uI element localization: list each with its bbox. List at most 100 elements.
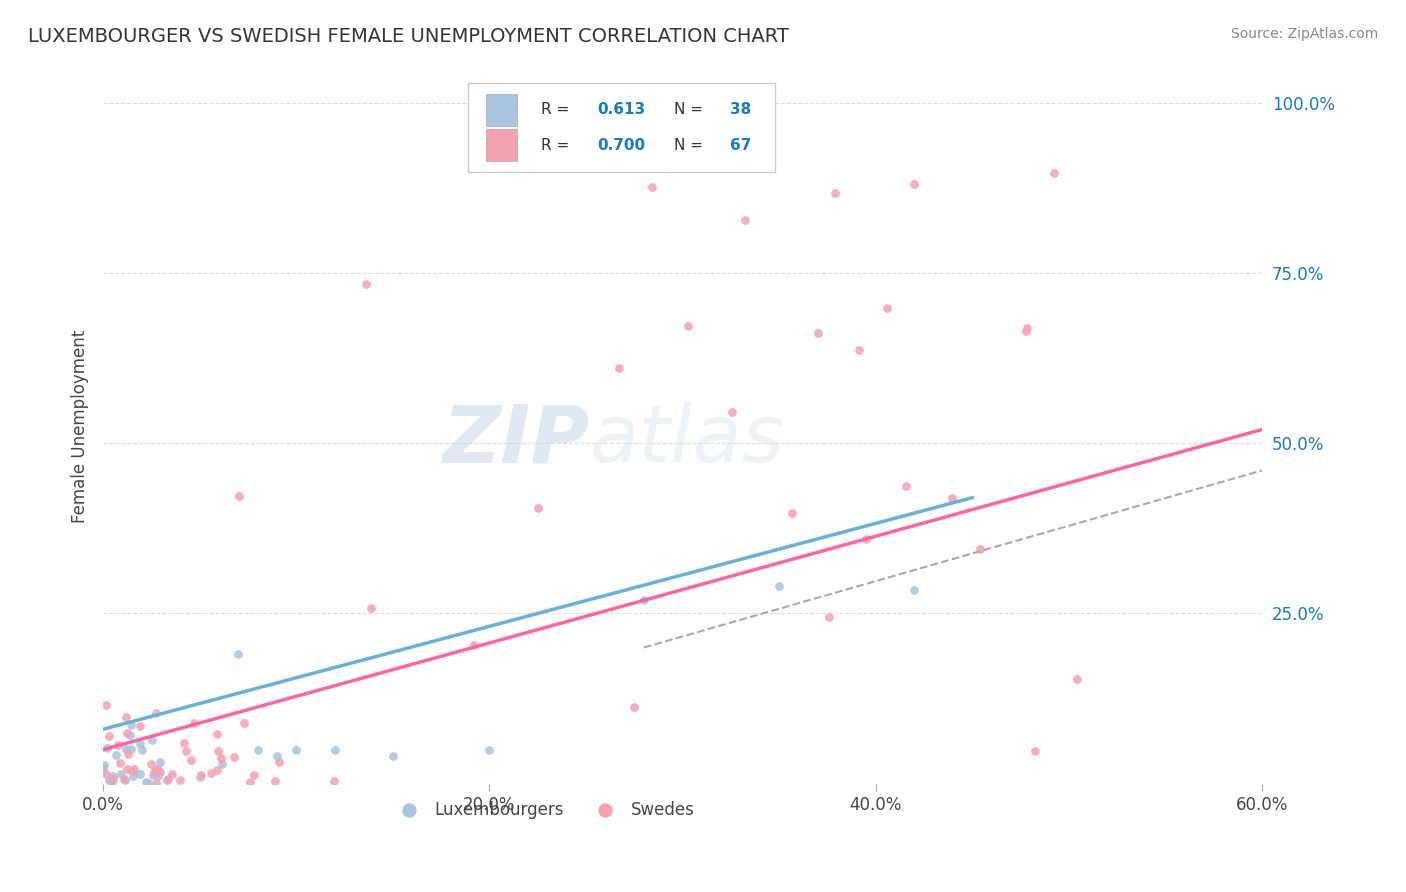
Point (145, 762, 167, 776)
Point (969, 541, 991, 556)
Point (174, 744, 197, 758)
Point (120, 741, 142, 756)
Point (114, 741, 136, 756)
Point (903, 178, 925, 192)
Point (633, 592, 655, 607)
Point (285, 742, 308, 756)
Point (122, 769, 145, 783)
Point (190, 768, 212, 782)
Point (848, 343, 870, 357)
Point (263, 774, 285, 789)
FancyBboxPatch shape (485, 129, 517, 161)
Point (228, 489, 250, 503)
Point (1015, 321, 1038, 335)
Point (96, 740, 118, 755)
Point (108, 756, 131, 771)
Point (107, 739, 129, 753)
Point (903, 582, 925, 597)
Point (135, 774, 157, 789)
Point (117, 747, 139, 762)
Point (734, 213, 756, 227)
Point (360, 600, 382, 615)
FancyBboxPatch shape (468, 83, 775, 172)
Point (205, 764, 228, 778)
Point (148, 769, 170, 783)
Point (142, 764, 165, 779)
Point (91, 760, 114, 774)
Legend: Luxembourgers, Swedes: Luxembourgers, Swedes (387, 794, 702, 825)
Point (188, 770, 211, 784)
FancyBboxPatch shape (485, 94, 517, 126)
Point (818, 610, 841, 624)
Point (101, 772, 124, 786)
Point (239, 775, 262, 789)
Point (156, 773, 179, 788)
Point (101, 769, 124, 783)
Point (97, 729, 120, 743)
Text: 0.700: 0.700 (596, 138, 645, 153)
Point (623, 699, 645, 714)
Point (149, 765, 172, 780)
Point (246, 742, 269, 756)
Point (207, 744, 229, 758)
Point (122, 762, 145, 776)
Point (110, 766, 132, 780)
Point (200, 765, 222, 780)
Point (180, 753, 202, 767)
Point (641, 179, 664, 194)
Point (1024, 744, 1046, 758)
Point (242, 767, 264, 781)
Point (211, 756, 233, 771)
Point (129, 719, 152, 733)
Point (222, 749, 245, 764)
Point (1015, 324, 1038, 338)
Point (228, 648, 250, 662)
Point (169, 773, 191, 788)
Text: R =: R = (541, 138, 574, 153)
Point (607, 361, 630, 376)
Point (269, 755, 291, 769)
Point (93, 758, 115, 772)
Point (1066, 672, 1088, 686)
Point (1042, 166, 1064, 180)
Point (100, 774, 122, 789)
Point (148, 763, 170, 777)
Point (807, 326, 830, 341)
Y-axis label: Female Unemployment: Female Unemployment (72, 329, 89, 523)
Text: N =: N = (675, 138, 709, 153)
Point (94, 698, 117, 712)
Point (205, 727, 228, 741)
Point (117, 762, 139, 776)
Point (115, 726, 138, 740)
Text: 0.613: 0.613 (596, 102, 645, 117)
Point (149, 756, 172, 770)
Point (233, 716, 256, 731)
Point (94, 767, 117, 781)
Text: ZIP: ZIP (443, 401, 591, 479)
Point (354, 277, 377, 291)
Point (141, 732, 163, 747)
Point (145, 776, 167, 790)
Point (266, 749, 288, 764)
Point (145, 706, 167, 721)
Text: LUXEMBOURGER VS SWEDISH FEMALE UNEMPLOYMENT CORRELATION CHART: LUXEMBOURGER VS SWEDISH FEMALE UNEMPLOYM… (28, 27, 789, 45)
Point (173, 736, 195, 750)
Point (780, 506, 803, 520)
Text: atlas: atlas (591, 401, 785, 479)
Text: Source: ZipAtlas.com: Source: ZipAtlas.com (1230, 27, 1378, 41)
Point (98, 772, 121, 787)
Text: N =: N = (675, 102, 709, 117)
Point (115, 709, 138, 723)
Point (141, 768, 163, 782)
Point (114, 773, 136, 788)
Point (381, 749, 404, 764)
Point (139, 757, 162, 772)
Point (676, 319, 699, 334)
Point (876, 301, 898, 316)
Point (463, 638, 485, 652)
Point (121, 764, 143, 778)
Point (112, 772, 135, 786)
Point (824, 186, 846, 200)
Point (478, 742, 501, 756)
Point (209, 751, 232, 765)
